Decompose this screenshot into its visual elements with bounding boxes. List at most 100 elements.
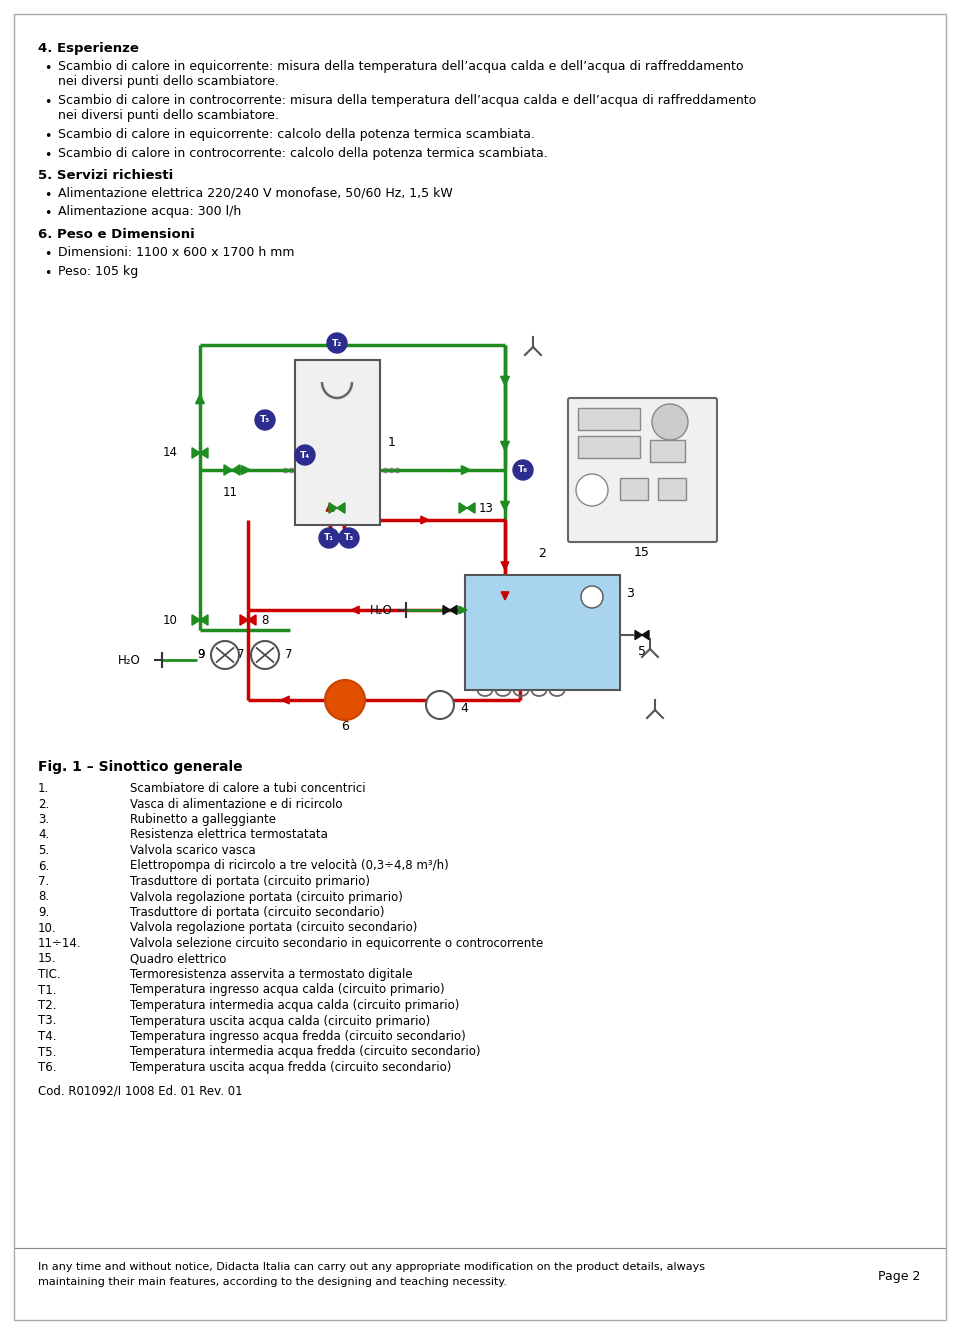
Polygon shape xyxy=(500,502,510,511)
Polygon shape xyxy=(326,503,334,511)
Polygon shape xyxy=(462,466,470,475)
Text: Temperatura uscita acqua calda (circuito primario): Temperatura uscita acqua calda (circuito… xyxy=(130,1014,430,1027)
Text: 10: 10 xyxy=(163,614,178,627)
Text: Temperatura ingresso acqua fredda (circuito secondario): Temperatura ingresso acqua fredda (circu… xyxy=(130,1030,466,1043)
Text: 4: 4 xyxy=(460,702,468,715)
Text: 1.: 1. xyxy=(38,782,49,795)
Text: •: • xyxy=(44,96,52,109)
Polygon shape xyxy=(240,615,256,626)
Text: Fig. 1 – Sinottico generale: Fig. 1 – Sinottico generale xyxy=(38,760,243,774)
Circle shape xyxy=(426,691,454,719)
Text: 15.: 15. xyxy=(38,952,57,966)
Text: Trasduttore di portata (circuito secondario): Trasduttore di portata (circuito seconda… xyxy=(130,906,385,919)
Polygon shape xyxy=(501,592,509,600)
Text: T₃: T₃ xyxy=(344,534,354,543)
Bar xyxy=(650,440,685,462)
Text: 5.: 5. xyxy=(38,844,49,856)
Polygon shape xyxy=(192,615,208,626)
Text: 10.: 10. xyxy=(38,922,57,935)
Text: 7.: 7. xyxy=(38,875,49,888)
Polygon shape xyxy=(459,606,467,614)
Text: Dimensioni: 1100 x 600 x 1700 h mm: Dimensioni: 1100 x 600 x 1700 h mm xyxy=(58,245,295,259)
Text: 3: 3 xyxy=(626,587,634,600)
Text: T₆: T₆ xyxy=(517,466,528,475)
FancyBboxPatch shape xyxy=(568,398,717,542)
Polygon shape xyxy=(329,503,345,514)
Text: Scambio di calore in controcorrente: calcolo della potenza termica scambiata.: Scambio di calore in controcorrente: cal… xyxy=(58,147,548,160)
Bar xyxy=(578,408,640,430)
Text: Page 2: Page 2 xyxy=(877,1270,920,1283)
Text: •: • xyxy=(44,61,52,75)
Text: H₂O: H₂O xyxy=(370,603,393,616)
Text: Temperatura ingresso acqua calda (circuito primario): Temperatura ingresso acqua calda (circui… xyxy=(130,983,444,996)
Text: T3.: T3. xyxy=(38,1014,57,1027)
Text: 11÷14.: 11÷14. xyxy=(38,936,82,950)
Text: T₄: T₄ xyxy=(300,451,310,459)
Text: 11: 11 xyxy=(223,486,237,499)
Text: 8.: 8. xyxy=(38,891,49,903)
Polygon shape xyxy=(192,448,208,458)
Circle shape xyxy=(327,334,347,354)
Text: T1.: T1. xyxy=(38,983,57,996)
Text: Valvola selezione circuito secondario in equicorrente o controcorrente: Valvola selezione circuito secondario in… xyxy=(130,936,543,950)
Text: Resistenza elettrica termostatata: Resistenza elettrica termostatata xyxy=(130,828,328,842)
Circle shape xyxy=(319,528,339,548)
Text: 7: 7 xyxy=(237,648,245,662)
Polygon shape xyxy=(196,395,204,404)
Text: 6: 6 xyxy=(341,720,348,732)
Text: Valvola regolazione portata (circuito secondario): Valvola regolazione portata (circuito se… xyxy=(130,922,418,935)
Text: 1: 1 xyxy=(388,435,396,448)
Polygon shape xyxy=(351,606,359,614)
Polygon shape xyxy=(500,376,510,386)
Text: •: • xyxy=(44,208,52,220)
Text: •: • xyxy=(44,148,52,161)
Text: 6. Peso e Dimensioni: 6. Peso e Dimensioni xyxy=(38,228,195,241)
Text: 7: 7 xyxy=(285,648,293,662)
Text: Alimentazione elettrica 220/240 V monofase, 50/60 Hz, 1,5 kW: Alimentazione elettrica 220/240 V monofa… xyxy=(58,187,453,200)
Text: 9: 9 xyxy=(198,648,205,662)
Circle shape xyxy=(255,410,275,430)
Text: T4.: T4. xyxy=(38,1030,57,1043)
Polygon shape xyxy=(241,466,251,475)
Text: 5. Servizi richiesti: 5. Servizi richiesti xyxy=(38,169,173,181)
Text: Trasduttore di portata (circuito primario): Trasduttore di portata (circuito primari… xyxy=(130,875,370,888)
Text: 4. Esperienze: 4. Esperienze xyxy=(38,41,139,55)
Text: Rubinetto a galleggiante: Rubinetto a galleggiante xyxy=(130,812,276,826)
Text: 4.: 4. xyxy=(38,828,49,842)
Text: Valvola regolazione portata (circuito primario): Valvola regolazione portata (circuito pr… xyxy=(130,891,403,903)
Text: 6.: 6. xyxy=(38,859,49,872)
Circle shape xyxy=(581,586,603,608)
Circle shape xyxy=(576,474,608,506)
Text: TIC: TIC xyxy=(433,699,447,707)
Text: 3.: 3. xyxy=(38,812,49,826)
Polygon shape xyxy=(420,516,429,524)
Text: Alimentazione acqua: 300 l/h: Alimentazione acqua: 300 l/h xyxy=(58,205,241,219)
Text: Cod. R01092/I 1008 Ed. 01 Rev. 01: Cod. R01092/I 1008 Ed. 01 Rev. 01 xyxy=(38,1085,243,1098)
Text: Scambio di calore in equicorrente: calcolo della potenza termica scambiata.: Scambio di calore in equicorrente: calco… xyxy=(58,128,535,141)
Text: 9.: 9. xyxy=(38,906,49,919)
Text: 5: 5 xyxy=(638,646,646,658)
Bar xyxy=(295,360,380,526)
Text: T₂: T₂ xyxy=(332,339,342,347)
Text: TIC.: TIC. xyxy=(38,968,60,980)
Text: Temperatura intermedia acqua fredda (circuito secondario): Temperatura intermedia acqua fredda (cir… xyxy=(130,1046,481,1058)
Text: •: • xyxy=(44,267,52,280)
Bar xyxy=(658,478,686,500)
Text: Temperatura intermedia acqua calda (circuito primario): Temperatura intermedia acqua calda (circ… xyxy=(130,999,460,1013)
Bar xyxy=(465,575,620,690)
Polygon shape xyxy=(501,562,509,570)
Text: Peso: 105 kg: Peso: 105 kg xyxy=(58,264,138,277)
Polygon shape xyxy=(345,695,355,704)
Text: 2.: 2. xyxy=(38,798,49,811)
Circle shape xyxy=(325,680,365,720)
Text: Vasca di alimentazione e di ricircolo: Vasca di alimentazione e di ricircolo xyxy=(130,798,343,811)
Text: T5.: T5. xyxy=(38,1046,57,1058)
Text: 12: 12 xyxy=(349,502,364,515)
Text: •: • xyxy=(44,189,52,201)
Circle shape xyxy=(295,446,315,466)
Text: T₁: T₁ xyxy=(324,534,334,543)
Text: nei diversi punti dello scambiatore.: nei diversi punti dello scambiatore. xyxy=(58,109,278,123)
Circle shape xyxy=(652,404,688,440)
Text: Temperatura uscita acqua fredda (circuito secondario): Temperatura uscita acqua fredda (circuit… xyxy=(130,1061,451,1074)
Text: Scambio di calore in equicorrente: misura della temperatura dell’acqua calda e d: Scambio di calore in equicorrente: misur… xyxy=(58,60,743,73)
